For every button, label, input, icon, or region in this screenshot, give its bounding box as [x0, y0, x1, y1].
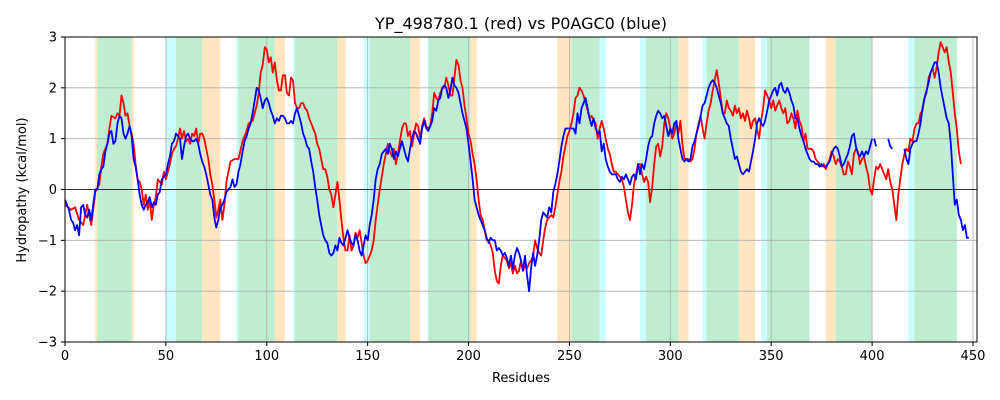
x-tick-label-1: 50 — [158, 349, 175, 364]
x-tick-label-0: 0 — [61, 349, 69, 364]
series-0-line-segment-0 — [64, 41, 962, 285]
x-tick-label-7: 350 — [759, 349, 784, 364]
series-1-line-segment-1 — [873, 138, 877, 147]
series-1-line-segment-3 — [903, 61, 969, 239]
chart-title: YP_498780.1 (red) vs P0AGC0 (blue) — [374, 14, 667, 34]
x-axis-label: Residues — [492, 371, 550, 386]
series-1-line-segment-2 — [887, 138, 893, 150]
y-axis-label: Hydropathy (kcal/mol) — [15, 117, 30, 262]
x-tick-label-5: 250 — [557, 349, 582, 364]
series-lines — [64, 41, 969, 293]
x-axis-ticks: 0 50 100 150 200 250 300 350 400 450 — [61, 342, 986, 364]
y-tick-label-4: 1 — [49, 132, 57, 147]
y-tick-label-6: 3 — [49, 31, 57, 46]
y-axis-ticks: −3 −2 −1 0 1 2 3 — [38, 31, 65, 351]
y-tick-label-1: −2 — [38, 285, 57, 300]
y-tick-label-5: 2 — [49, 81, 57, 96]
y-tick-label-0: −3 — [38, 336, 57, 351]
y-tick-label-3: 0 — [49, 183, 57, 198]
y-tick-label-2: −1 — [38, 234, 57, 249]
x-tick-label-2: 100 — [254, 349, 279, 364]
series-1-line-segment-0 — [64, 76, 873, 293]
x-tick-label-3: 150 — [355, 349, 380, 364]
x-tick-label-4: 200 — [456, 349, 481, 364]
x-tick-label-6: 300 — [658, 349, 683, 364]
x-tick-label-9: 450 — [961, 349, 986, 364]
x-tick-label-8: 400 — [860, 349, 885, 364]
